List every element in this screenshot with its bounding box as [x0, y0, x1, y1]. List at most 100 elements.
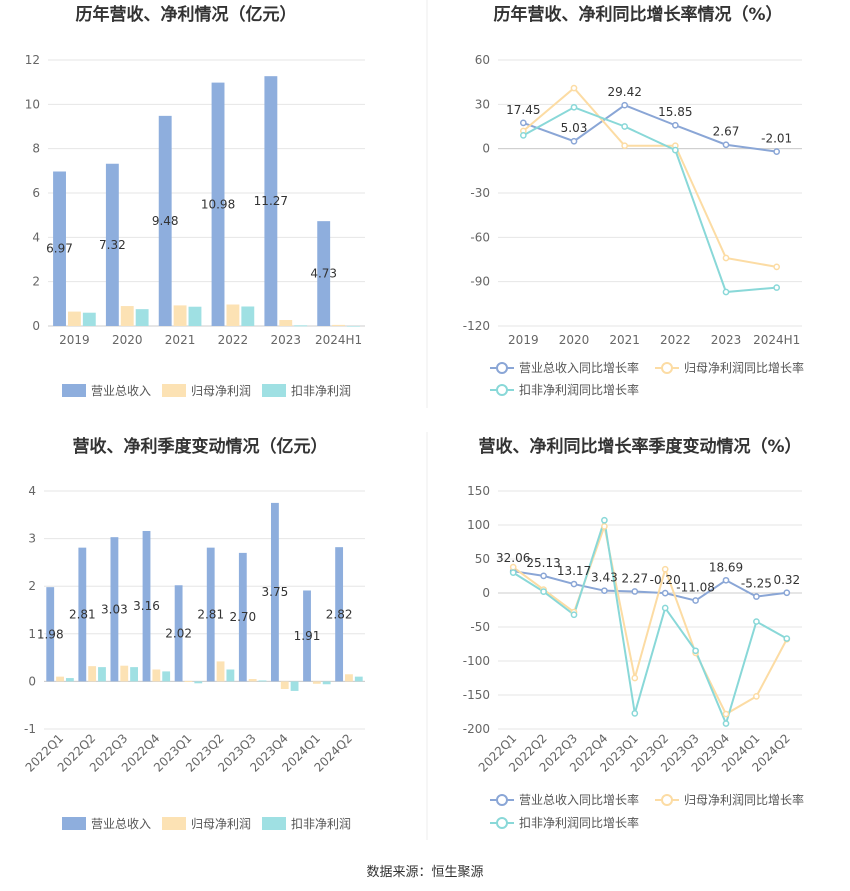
deducted-profit-legend-label: 扣非净利润同比增长率: [519, 815, 639, 830]
revenue-legend-label: 营业总收入: [91, 384, 151, 398]
net-profit-bar: [184, 680, 193, 682]
y-tick-label: 60: [475, 53, 490, 67]
net-profit-growth-point: [722, 254, 730, 262]
revenue-bar: [264, 76, 278, 326]
revenue-growth-point: [773, 148, 781, 155]
y-tick-label: -1: [24, 722, 36, 736]
revenue-data-label: 1.91: [294, 629, 321, 643]
revenue-data-label: 3.03: [101, 602, 128, 616]
y-tick-label: 0: [482, 142, 490, 156]
revenue-growth-data-label: 32.06: [496, 551, 530, 565]
net-profit-growth-point: [631, 674, 639, 682]
net-profit-bar: [332, 324, 346, 326]
quarterly-growth-line-chart: 营收、净利同比增长率季度变动情况（%） -200 -150 -100 -50 0 50 10…: [463, 436, 804, 830]
y-tick-label: 3: [28, 532, 36, 546]
revenue-growth-point: [753, 593, 760, 600]
deducted-profit-bar: [130, 667, 138, 682]
revenue-bar: [142, 530, 151, 682]
revenue-data-label: 2.02: [165, 626, 192, 640]
deducted-profit-growth-point: [509, 569, 517, 576]
revenue-growth-point: [783, 589, 791, 597]
deducted-profit-growth-point: [570, 103, 578, 111]
net-profit-legend-swatch: [162, 384, 186, 397]
deducted-profit-growth-point: [722, 720, 730, 727]
net-profit-legend-marker: [661, 794, 673, 806]
revenue-growth-data-label: 15.85: [658, 105, 692, 119]
y-tick-label: 4: [32, 230, 40, 244]
revenue-bar: [110, 537, 119, 682]
y-tick-label: 2: [28, 579, 36, 593]
revenue-bar: [174, 585, 183, 682]
y-tick-label: -150: [463, 688, 490, 702]
y-tick-label: 150: [467, 484, 490, 498]
deducted-profit-growth-line: [512, 519, 788, 727]
x-tick-label: 2024H1: [315, 333, 362, 347]
deducted-profit-growth-point: [692, 647, 699, 655]
revenue-bar: [158, 115, 172, 326]
deducted-profit-bar: [226, 669, 235, 682]
revenue-growth-data-label: 2.27: [621, 571, 648, 585]
deducted-profit-growth-point: [783, 635, 791, 642]
deducted-profit-bar: [135, 309, 149, 326]
deducted-profit-growth-point: [722, 288, 730, 296]
y-tick-label: -30: [470, 186, 490, 200]
net-profit-bar: [152, 669, 161, 682]
deducted-profit-bar: [98, 667, 106, 682]
revenue-growth-point: [601, 587, 608, 595]
chart-title: 历年营收、净利同比增长率情况（%）: [493, 4, 782, 25]
revenue-legend-marker: [496, 362, 508, 374]
revenue-growth-line: [522, 104, 777, 153]
revenue-growth-data-label: 17.45: [506, 103, 540, 117]
revenue-bar: [238, 552, 247, 682]
revenue-growth-point: [621, 101, 629, 109]
net-profit-bar: [67, 311, 81, 326]
x-tick-label: 2019: [508, 333, 539, 347]
revenue-growth-point: [631, 588, 639, 595]
revenue-legend-marker: [496, 794, 508, 806]
revenue-data-label: 2.70: [229, 610, 256, 624]
net-profit-growth-line: [512, 522, 788, 716]
revenue-growth-point: [570, 137, 578, 145]
net-profit-growth-line: [522, 86, 777, 268]
revenue-data-label: 3.75: [262, 585, 289, 599]
y-tick-label: 8: [32, 142, 40, 156]
deducted-profit-bar: [65, 678, 74, 682]
net-profit-bar: [312, 681, 321, 684]
revenue-growth-point: [722, 576, 730, 584]
net-profit-bar: [173, 305, 187, 326]
deducted-profit-bar: [347, 326, 360, 327]
revenue-bar: [317, 221, 331, 326]
y-tick-label: 12: [25, 53, 40, 67]
net-profit-bar: [280, 681, 289, 690]
revenue-legend-label: 营业总收入同比增长率: [519, 360, 639, 375]
deducted-profit-bar: [290, 681, 299, 691]
revenue-growth-point: [692, 597, 699, 604]
x-tick-label: 2023: [270, 333, 301, 347]
deducted-profit-bar: [354, 676, 363, 682]
revenue-growth-point: [722, 141, 730, 149]
net-profit-growth-point: [661, 565, 669, 573]
data-source-footer: 数据来源：恒生聚源: [366, 865, 483, 880]
revenue-bar: [303, 590, 311, 682]
deducted-profit-growth-point: [519, 132, 527, 139]
y-tick-label: -200: [463, 722, 490, 736]
net-profit-growth-point: [570, 84, 578, 92]
deducted-profit-growth-point: [773, 284, 781, 291]
revenue-growth-data-label: 18.69: [709, 560, 743, 574]
deducted-profit-bar: [194, 681, 203, 684]
revenue-bar: [105, 163, 119, 326]
net-profit-bar: [88, 666, 97, 682]
revenue-growth-point: [519, 119, 527, 127]
x-tick-label: 2020: [112, 333, 143, 347]
y-tick-label: 1: [28, 627, 36, 641]
y-tick-label: 4: [28, 484, 36, 498]
net-profit-legend-label: 归母净利润同比增长率: [684, 360, 804, 375]
deducted-profit-bar: [258, 680, 267, 682]
deducted-profit-growth-point: [570, 611, 578, 619]
deducted-profit-growth-point: [661, 604, 669, 612]
chart-title: 营收、净利同比增长率季度变动情况（%）: [478, 436, 801, 457]
net-profit-legend-label: 归母净利润: [191, 817, 251, 831]
revenue-bar: [78, 547, 87, 682]
deducted-profit-bar: [82, 312, 96, 326]
net-profit-bar: [279, 320, 293, 326]
